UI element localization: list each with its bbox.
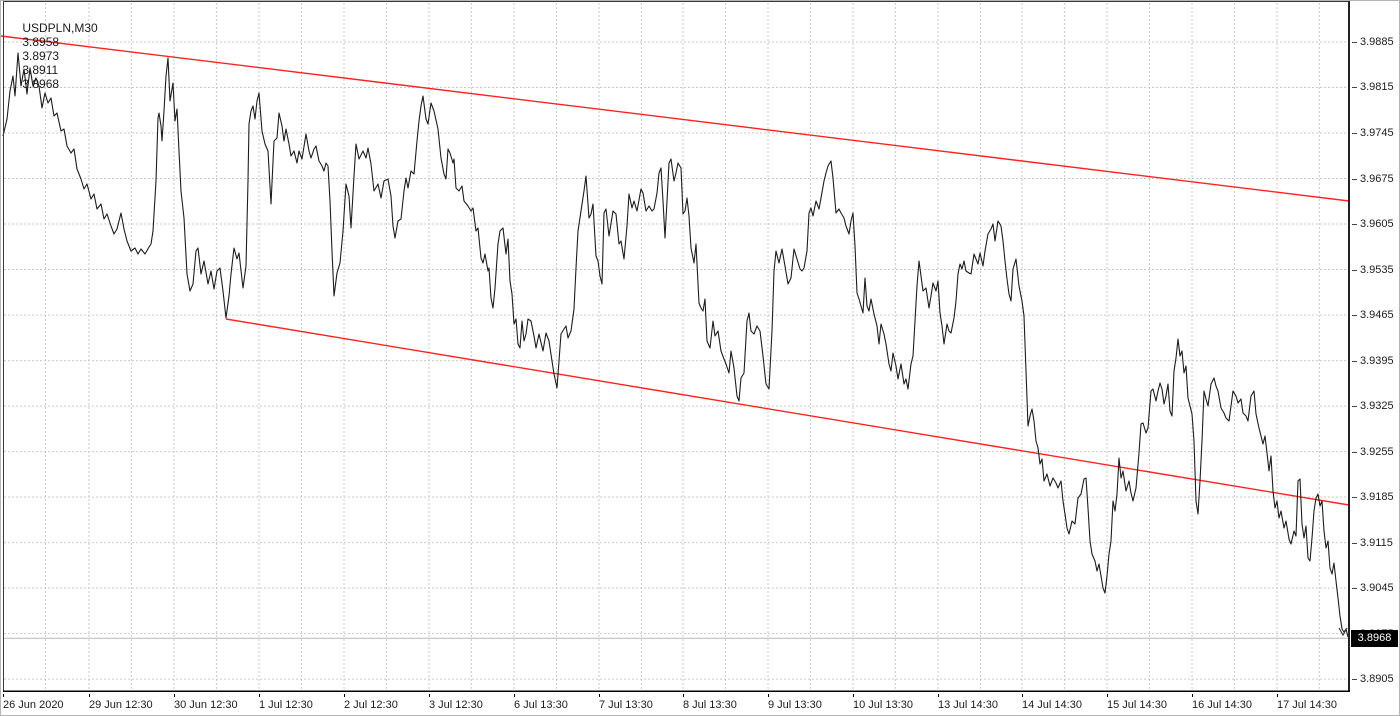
time-tick-mark bbox=[938, 694, 939, 697]
time-axis-label: 14 Jul 14:30 bbox=[1022, 699, 1082, 711]
time-axis-label: 13 Jul 14:30 bbox=[938, 699, 998, 711]
time-tick-mark bbox=[174, 694, 175, 697]
price-tick-mark bbox=[1352, 87, 1357, 89]
time-axis-label: 7 Jul 13:30 bbox=[599, 699, 653, 711]
price-axis[interactable]: 3.9885 3.9815 3.9745 3.9675 3.9605 3.9535 3.94… bbox=[1352, 1, 1399, 692]
time-axis-label: 8 Jul 13:30 bbox=[683, 699, 737, 711]
time-axis-label: 16 Jul 14:30 bbox=[1192, 699, 1252, 711]
price-tick-mark bbox=[1352, 588, 1357, 590]
time-tick-mark bbox=[853, 694, 854, 697]
time-axis-label: 6 Jul 13:30 bbox=[514, 699, 568, 711]
price-axis-label: 3.9325 bbox=[1360, 400, 1394, 413]
price-tick-mark bbox=[1352, 269, 1357, 271]
price-axis-label: 3.9885 bbox=[1360, 35, 1394, 48]
time-tick-mark bbox=[89, 694, 90, 697]
price-tick-mark bbox=[1352, 679, 1357, 681]
price-axis-label: 3.9535 bbox=[1360, 263, 1394, 276]
time-axis-label: 10 Jul 13:30 bbox=[853, 699, 913, 711]
price-axis-label: 3.9045 bbox=[1360, 582, 1394, 595]
price-line bbox=[2, 52, 1349, 638]
price-axis-label: 3.9185 bbox=[1360, 491, 1394, 504]
chart-title: USDPLN,M30 3.8958 3.8973 3.8911 3.8968 bbox=[9, 7, 104, 105]
price-tick-mark bbox=[1352, 406, 1357, 408]
time-axis-label: 3 Jul 12:30 bbox=[429, 699, 483, 711]
symbol-period-label: USDPLN,M30 bbox=[22, 21, 98, 35]
price-tick-mark bbox=[1352, 133, 1357, 134]
low-value: 3.8911 bbox=[22, 63, 59, 77]
time-axis-label: 26 Jun 2020 bbox=[3, 699, 64, 711]
price-axis-label: 3.9745 bbox=[1360, 127, 1394, 139]
time-tick-mark bbox=[344, 694, 345, 697]
price-axis-label: 3.9605 bbox=[1360, 218, 1394, 231]
price-axis-label: 3.9675 bbox=[1360, 172, 1394, 185]
time-axis-label: 9 Jul 13:30 bbox=[768, 699, 822, 711]
time-tick-mark bbox=[1277, 694, 1278, 697]
time-tick-mark bbox=[259, 694, 260, 697]
price-tick-mark bbox=[1352, 360, 1357, 362]
high-value: 3.8973 bbox=[22, 49, 60, 63]
time-tick-mark bbox=[3, 694, 4, 697]
open-value: 3.8958 bbox=[22, 35, 60, 49]
time-axis-label: 29 Jun 12:30 bbox=[89, 699, 153, 711]
price-tick-mark bbox=[1352, 178, 1357, 180]
chart-plot-area[interactable] bbox=[1, 1, 1350, 692]
price-axis-label: 3.9465 bbox=[1360, 309, 1394, 322]
price-tick-mark bbox=[1352, 497, 1357, 499]
price-tick-mark bbox=[1352, 542, 1357, 544]
price-axis-label: 3.8905 bbox=[1360, 673, 1394, 686]
current-price-tag: 3.8968 bbox=[1351, 629, 1398, 647]
time-axis[interactable]: 26 Jun 2020 29 Jun 12:30 30 Jun 12:30 1 Jul… bbox=[1, 694, 1350, 715]
time-axis-label: 2 Jul 12:30 bbox=[344, 699, 398, 711]
time-axis-label: 1 Jul 12:30 bbox=[259, 699, 313, 711]
time-axis-label: 30 Jun 12:30 bbox=[174, 699, 238, 711]
time-axis-label: 15 Jul 14:30 bbox=[1107, 699, 1167, 711]
price-axis-label: 3.9395 bbox=[1360, 354, 1394, 367]
trendline-channel-upper[interactable] bbox=[1, 35, 1350, 202]
close-value: 3.8968 bbox=[22, 77, 60, 91]
price-tick-mark bbox=[1352, 224, 1357, 226]
time-tick-mark bbox=[1107, 694, 1108, 697]
time-tick-mark bbox=[1022, 694, 1023, 697]
time-tick-mark bbox=[768, 694, 769, 697]
time-tick-mark bbox=[1192, 694, 1193, 697]
price-axis-label: 3.9255 bbox=[1360, 445, 1394, 458]
price-tick-mark bbox=[1352, 315, 1357, 317]
time-tick-mark bbox=[429, 694, 430, 697]
time-tick-mark bbox=[599, 694, 600, 697]
time-tick-mark bbox=[514, 694, 515, 697]
price-tick-mark bbox=[1352, 451, 1357, 453]
current-price-arrow-icon bbox=[1338, 627, 1348, 637]
price-axis-label: 3.9115 bbox=[1360, 536, 1393, 549]
price-tick-mark bbox=[1352, 41, 1357, 43]
time-tick-mark bbox=[683, 694, 684, 697]
time-axis-label: 17 Jul 14:30 bbox=[1277, 699, 1337, 711]
trendline-channel-lower[interactable] bbox=[225, 318, 1350, 506]
price-axis-label: 3.9815 bbox=[1360, 81, 1394, 94]
